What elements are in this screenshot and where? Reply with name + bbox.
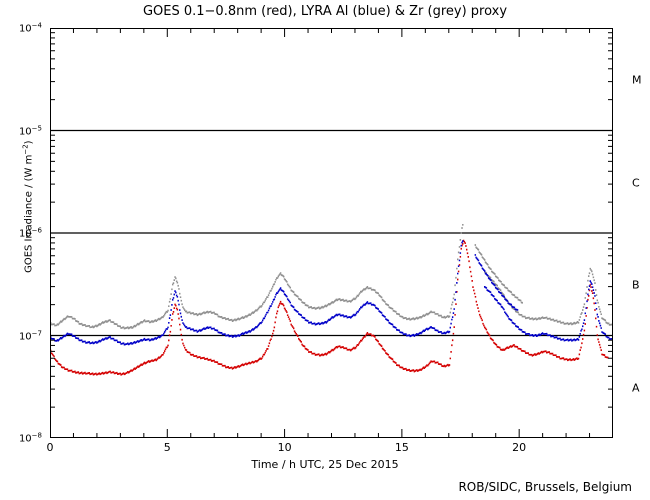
- y-tick-label-0: 10−4: [18, 21, 42, 35]
- x-tick-label-0: 0: [46, 441, 54, 454]
- gridlines: [50, 129, 613, 337]
- flare-class-label-M: M: [632, 73, 642, 87]
- x-axis-label: Time / h UTC, 25 Dec 2015: [251, 458, 399, 471]
- series-3: [474, 254, 519, 311]
- credit-text: ROB/SIDC, Brussels, Belgium: [458, 480, 632, 494]
- y-tick-label-3: 10−7: [18, 328, 42, 343]
- y-axis-label-text: GOES Irradiance / (W m: [23, 154, 35, 273]
- data-series-layer: [50, 223, 613, 376]
- y-tick-label-1: 10−5: [18, 123, 42, 138]
- y-tick-label-4: 10−8: [18, 431, 42, 445]
- axis-ticks: [50, 28, 613, 438]
- x-tick-label-15: 15: [394, 441, 409, 454]
- flare-class-label-B: B: [632, 278, 640, 292]
- x-tick-label-10: 10: [277, 441, 292, 454]
- x-tick-label-20: 20: [512, 441, 527, 454]
- y-axis-label-tail: ): [23, 140, 35, 145]
- y-axis-label: GOES Irradiance / (W m−2): [21, 117, 34, 297]
- flare-class-label-A: A: [632, 381, 640, 395]
- x-tick-label-5: 5: [163, 441, 171, 454]
- chart-title: GOES 0.1−0.8nm (red), LYRA Al (blue) & Z…: [142, 4, 508, 19]
- flare-class-label-C: C: [632, 176, 640, 190]
- plot-svg: [50, 28, 613, 438]
- series-4: [474, 244, 523, 304]
- y-tick-label-2: 10−6: [18, 226, 42, 240]
- y-axis-label-exponent: −2: [21, 144, 30, 155]
- plot-area: [50, 28, 613, 438]
